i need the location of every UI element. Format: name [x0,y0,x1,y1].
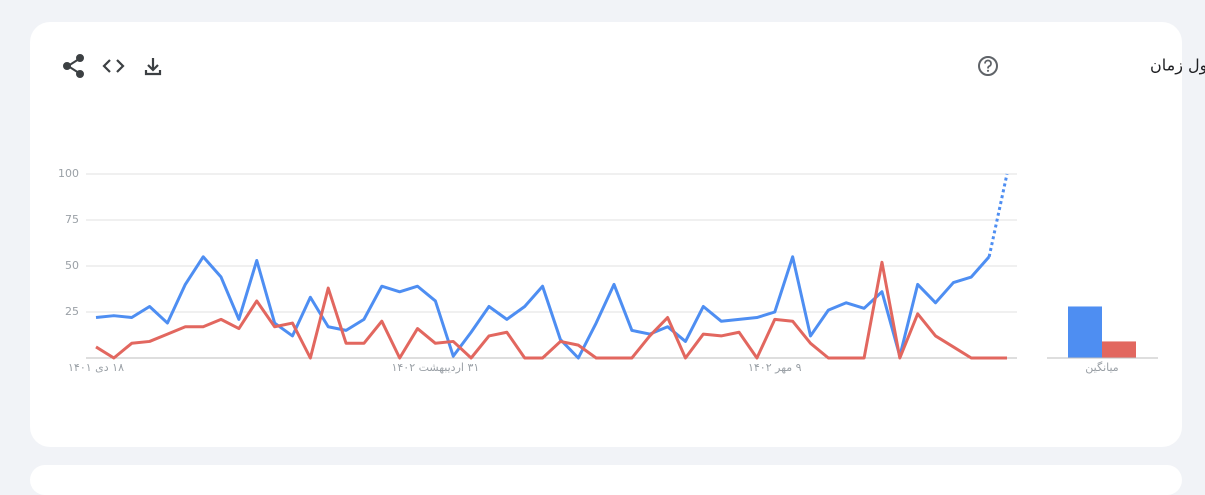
widget-title: گرایش در طول زمان [1150,56,1205,76]
series-line [95,255,991,360]
download-icon[interactable] [144,58,162,76]
y-tick-label: 50 [65,259,79,272]
partial-segment [987,173,1009,258]
x-tick-label: ۹ مهر ۱۴۰۲ [748,361,802,374]
chart: گرایش در طول زمان 25 50 75 100 ۱۸ دی ۱۴۰۱ ۳۱ … [58,54,1205,374]
x-tick-label: ۱۸ دی ۱۴۰۱ [68,361,124,374]
page: {"header": {"title": "گرایش در طول زمان"… [30,22,1205,495]
y-tick-label: 75 [65,213,79,226]
y-tick-label: 25 [65,305,79,318]
y-tick-label: 100 [58,167,79,180]
share-icon[interactable] [63,54,84,78]
x-tick-label: ۳۱ اردیبهشت ۱۴۰۲ [391,361,479,374]
average-bar [1068,306,1102,358]
series-line [95,260,1007,360]
x-tick-label: میانگین [1085,361,1119,374]
help-icon[interactable] [978,56,998,76]
card [30,22,1182,447]
average-bar [1102,341,1136,358]
embed-icon[interactable] [102,59,125,73]
